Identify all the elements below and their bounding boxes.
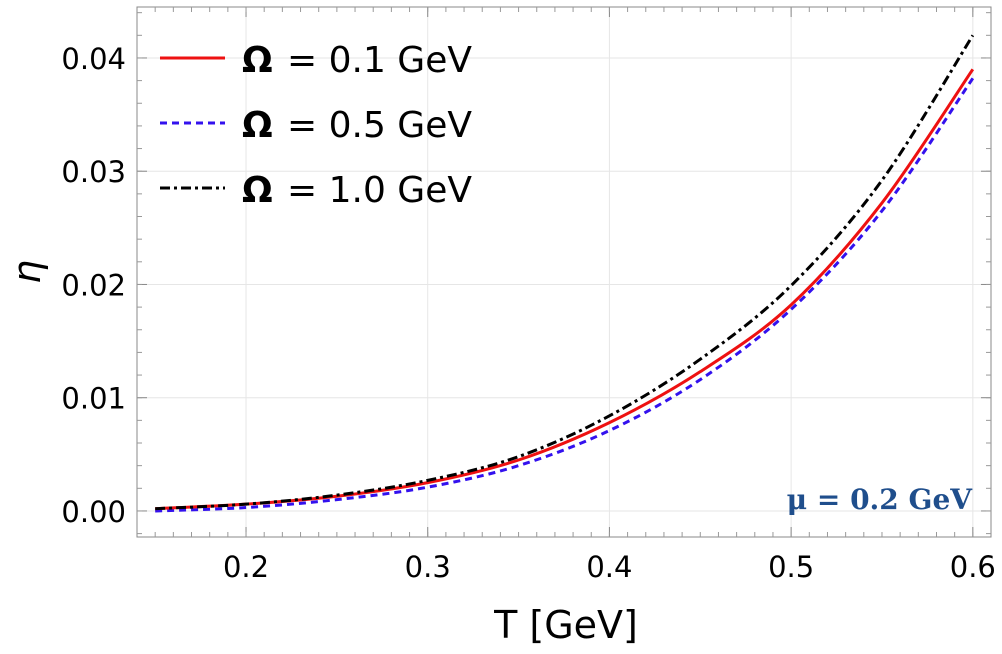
legend-symbol-1: Ω [242,40,273,81]
y-tick-label: 0.04 [61,42,126,76]
ticks [137,7,991,537]
y-tick-label: 0.02 [61,268,126,302]
y-tick-label: 0.03 [61,155,126,189]
x-axis-label: T [GeV] [493,603,638,647]
curves [155,34,975,513]
plot-frame [136,6,992,538]
x-tick-label: 0.2 [223,550,269,584]
legend-label-2: = 0.5 GeV [287,105,472,146]
y-tick-label: 0.01 [61,382,126,416]
series-line-3 [155,34,975,511]
x-tick-label: 0.4 [586,550,632,584]
tick-labels: 0.2 0.3 0.4 0.5 0.6 0.00 0.01 0.02 0.03 0.04 [61,42,995,584]
series-line-2 [155,77,975,513]
x-tick-label: 0.3 [405,550,451,584]
legend-label-3: = 1.0 GeV [287,170,472,211]
legend: Ω = 0.1 GeV Ω = 0.5 GeV Ω = 1.0 GeV [160,40,472,211]
x-tick-label: 0.5 [768,550,814,584]
y-tick-label: 0.00 [61,495,126,529]
series-line-1 [155,68,975,511]
grid [137,7,991,537]
y-axis-label: η [5,260,49,284]
legend-label-1: = 0.1 GeV [287,40,472,81]
legend-symbol-3: Ω [242,170,273,211]
mu-annotation: μ = 0.2 GeV [787,483,974,516]
legend-symbol-2: Ω [242,105,273,146]
x-tick-label: 0.6 [950,550,996,584]
